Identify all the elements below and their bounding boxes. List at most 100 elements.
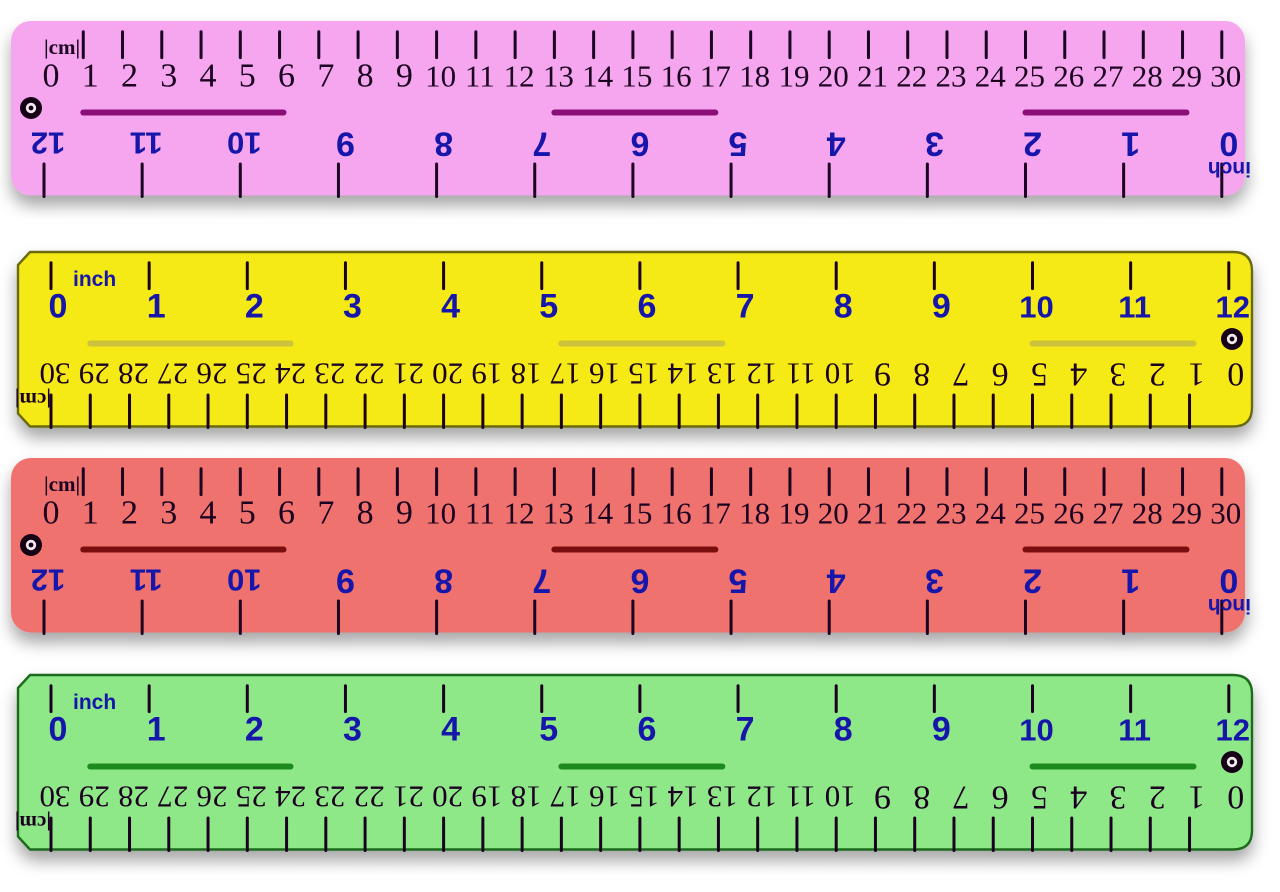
svg-text:7: 7 [736,288,755,326]
svg-text:11: 11 [130,563,163,598]
svg-text:23: 23 [314,357,345,392]
svg-text:17: 17 [700,496,731,531]
svg-text:3: 3 [160,58,177,95]
svg-text:6: 6 [278,495,295,532]
svg-text:4: 4 [827,125,846,163]
svg-text:inch: inch [73,691,116,714]
svg-text:1: 1 [1121,125,1140,163]
svg-text:0: 0 [1227,356,1244,393]
svg-text:6: 6 [630,562,649,600]
svg-text:16: 16 [661,59,692,94]
svg-text:18: 18 [511,357,542,392]
svg-text:23: 23 [935,496,966,531]
svg-text:25: 25 [1014,59,1045,94]
svg-text:3: 3 [343,711,362,749]
svg-text:12: 12 [31,563,65,598]
svg-text:8: 8 [434,125,453,163]
svg-text:19: 19 [471,780,502,815]
svg-text:0: 0 [43,58,60,95]
svg-text:17: 17 [550,780,581,815]
svg-text:11: 11 [465,496,495,531]
svg-text:27: 27 [157,780,188,815]
svg-text:15: 15 [628,357,659,392]
svg-text:15: 15 [628,780,659,815]
svg-text:16: 16 [589,357,620,392]
svg-text:4: 4 [1070,779,1087,816]
svg-text:6: 6 [992,779,1009,816]
svg-text:9: 9 [874,356,891,393]
svg-text:24: 24 [975,496,1007,531]
svg-text:8: 8 [834,711,853,749]
svg-text:9: 9 [874,779,891,816]
svg-text:14: 14 [582,59,614,94]
svg-text:13: 13 [543,59,574,94]
svg-text:22: 22 [354,780,385,815]
svg-text:7: 7 [532,562,551,600]
svg-text:17: 17 [700,59,731,94]
svg-text:28: 28 [118,357,149,392]
svg-text:16: 16 [589,780,620,815]
svg-text:16: 16 [661,496,692,531]
svg-text:11: 11 [1118,713,1151,748]
svg-text:5: 5 [1031,779,1048,816]
svg-text:26: 26 [197,780,228,815]
svg-text:21: 21 [393,780,424,815]
svg-text:9: 9 [336,125,355,163]
svg-text:8: 8 [357,495,374,532]
svg-text:6: 6 [637,288,656,326]
svg-text:10: 10 [227,126,261,161]
svg-text:29: 29 [79,357,110,392]
svg-text:18: 18 [511,780,542,815]
svg-text:20: 20 [818,59,849,94]
svg-text:|cm|: |cm| [15,388,51,412]
svg-text:5: 5 [539,711,558,749]
svg-text:5: 5 [1031,356,1048,393]
svg-text:5: 5 [239,495,256,532]
svg-text:5: 5 [729,562,748,600]
svg-text:3: 3 [1110,356,1127,393]
svg-text:|cm|: |cm| [15,811,51,835]
svg-text:25: 25 [1014,496,1045,531]
svg-text:8: 8 [834,288,853,326]
svg-text:3: 3 [343,288,362,326]
svg-text:19: 19 [471,357,502,392]
svg-text:9: 9 [396,495,413,532]
svg-text:22: 22 [354,357,385,392]
svg-text:24: 24 [275,780,307,815]
svg-text:30: 30 [1210,59,1241,94]
svg-text:9: 9 [932,711,951,749]
svg-text:19: 19 [778,59,809,94]
svg-text:14: 14 [582,496,614,531]
svg-text:0: 0 [1227,779,1244,816]
svg-text:18: 18 [739,496,770,531]
svg-text:12: 12 [1216,290,1250,325]
svg-text:23: 23 [935,59,966,94]
svg-text:6: 6 [630,125,649,163]
svg-text:30: 30 [40,357,71,392]
svg-text:12: 12 [746,357,777,392]
svg-text:21: 21 [857,496,888,531]
svg-text:10: 10 [227,563,261,598]
svg-text:|cm|: |cm| [44,472,80,496]
svg-text:2: 2 [1149,356,1166,393]
svg-text:4: 4 [1070,356,1087,393]
svg-text:8: 8 [357,58,374,95]
svg-text:24: 24 [975,59,1007,94]
svg-text:1: 1 [82,58,99,95]
svg-text:inch: inch [1208,594,1251,617]
svg-text:13: 13 [707,780,738,815]
svg-text:28: 28 [118,780,149,815]
svg-text:20: 20 [432,780,463,815]
svg-text:27: 27 [157,357,188,392]
svg-text:21: 21 [857,59,888,94]
svg-text:7: 7 [532,125,551,163]
svg-text:3: 3 [925,562,944,600]
svg-text:11: 11 [130,126,163,161]
svg-text:|cm|: |cm| [44,35,80,59]
svg-text:11: 11 [786,357,816,392]
svg-text:inch: inch [73,268,116,291]
svg-text:25: 25 [236,780,267,815]
svg-text:13: 13 [543,496,574,531]
svg-text:1: 1 [147,288,166,326]
svg-text:6: 6 [278,58,295,95]
